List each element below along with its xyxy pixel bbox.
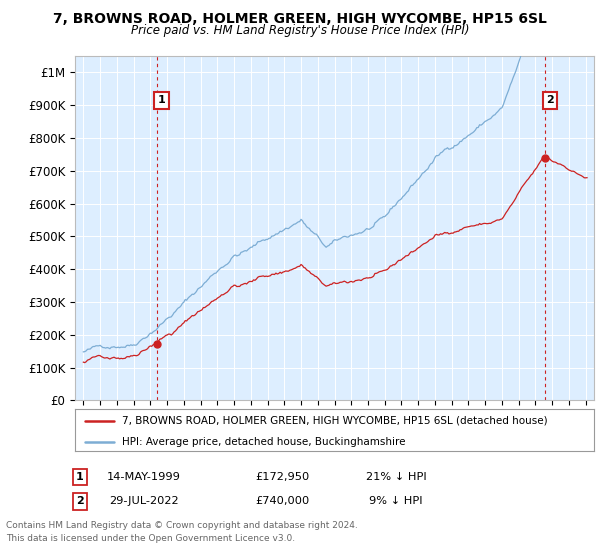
Text: Price paid vs. HM Land Registry's House Price Index (HPI): Price paid vs. HM Land Registry's House … bbox=[131, 24, 469, 36]
Text: Contains HM Land Registry data © Crown copyright and database right 2024.: Contains HM Land Registry data © Crown c… bbox=[6, 521, 358, 530]
Text: 7, BROWNS ROAD, HOLMER GREEN, HIGH WYCOMBE, HP15 6SL: 7, BROWNS ROAD, HOLMER GREEN, HIGH WYCOM… bbox=[53, 12, 547, 26]
Text: 2: 2 bbox=[546, 95, 554, 105]
Text: 1: 1 bbox=[158, 95, 166, 105]
Text: 2: 2 bbox=[76, 496, 83, 506]
Text: This data is licensed under the Open Government Licence v3.0.: This data is licensed under the Open Gov… bbox=[6, 534, 295, 543]
Text: £172,950: £172,950 bbox=[255, 472, 309, 482]
Text: 21% ↓ HPI: 21% ↓ HPI bbox=[365, 472, 427, 482]
Text: £740,000: £740,000 bbox=[255, 496, 309, 506]
Text: 9% ↓ HPI: 9% ↓ HPI bbox=[369, 496, 423, 506]
Text: HPI: Average price, detached house, Buckinghamshire: HPI: Average price, detached house, Buck… bbox=[122, 437, 405, 446]
Text: 29-JUL-2022: 29-JUL-2022 bbox=[109, 496, 179, 506]
Text: 14-MAY-1999: 14-MAY-1999 bbox=[107, 472, 181, 482]
Text: 7, BROWNS ROAD, HOLMER GREEN, HIGH WYCOMBE, HP15 6SL (detached house): 7, BROWNS ROAD, HOLMER GREEN, HIGH WYCOM… bbox=[122, 416, 547, 426]
Text: 1: 1 bbox=[76, 472, 83, 482]
